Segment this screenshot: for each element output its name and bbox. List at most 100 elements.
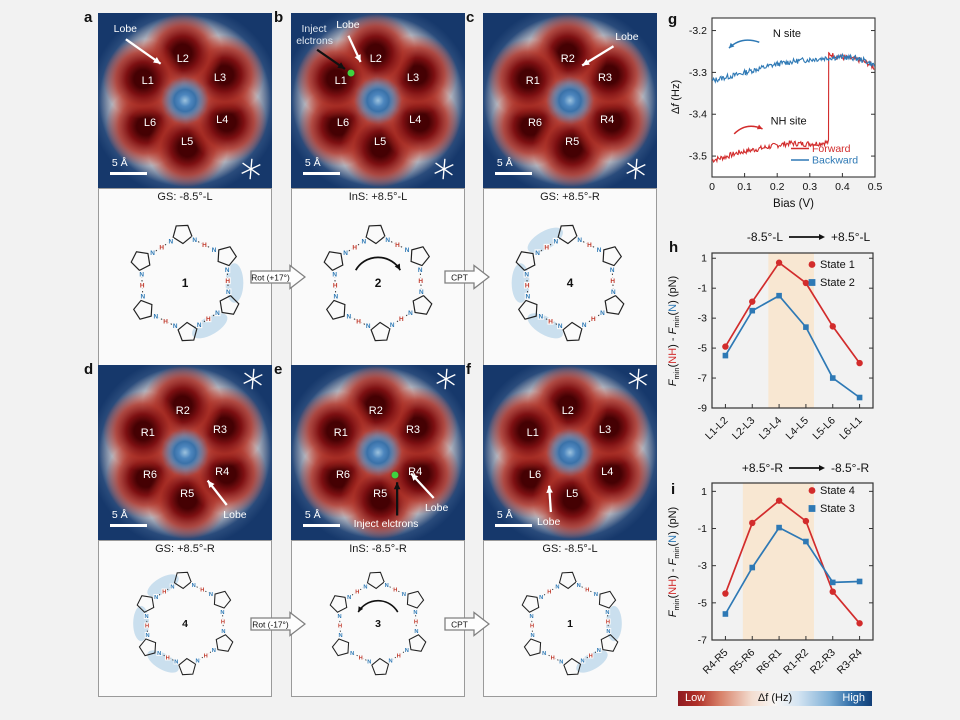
nitrogen-label: N [529, 614, 533, 620]
scale-bar [303, 524, 340, 528]
afm-image: R1 R2 R3 R4 R5 R6 Inject elctrons Lobe 5 Å [291, 365, 465, 540]
nitrogen-label: N [582, 322, 587, 329]
hydrogen-label: H [414, 619, 418, 625]
data-point [803, 538, 809, 545]
nitrogen-label: N [597, 247, 602, 254]
annotation-text: Inject elctrons [353, 518, 419, 530]
state-number: 3 [375, 618, 381, 630]
state-caption: InS: +8.5°-L [348, 191, 408, 203]
state-caption: GS: +8.5°-R [540, 191, 600, 203]
force-difference-chart: +8.5°-R -8.5°-R 1 -1 -3 -5 -7 R4-R5 R5-R6 R6-R1 R1… [660, 448, 960, 683]
process-arrow: CPT [444, 264, 490, 290]
data-point [802, 279, 810, 287]
data-point [749, 307, 756, 314]
lobe-label: L5 [566, 488, 579, 501]
bond-highlight [576, 650, 608, 673]
panel-letter-g: g [668, 11, 678, 28]
process-arrow-label: Rot (-17°) [252, 620, 289, 630]
annotation-arrow [125, 38, 162, 65]
bond-highlight [527, 313, 563, 339]
lobe-label: R4 [600, 113, 615, 126]
arrowhead [728, 42, 735, 49]
y-tick-label: -3.5 [689, 151, 707, 163]
arrowhead [411, 473, 419, 481]
hydrogen-label: H [551, 655, 555, 661]
hydrogen-label: H [221, 619, 225, 625]
scale-bar-label: 5 Å [111, 508, 128, 521]
data-point [776, 292, 782, 299]
data-point [749, 298, 756, 305]
nitrogen-label: N [157, 651, 161, 657]
y-tick-label: 1 [701, 486, 707, 498]
site-annotation: N site [773, 28, 801, 40]
imidazole-ring [365, 224, 386, 245]
nitrogen-label: N [577, 237, 582, 244]
imidazole-ring [172, 224, 193, 245]
lobe-label: R2 [560, 52, 575, 65]
scale-bar-label: 5 Å [304, 156, 321, 169]
nitrogen-label: N [196, 659, 200, 665]
nitrogen-label: N [168, 238, 173, 245]
data-point [856, 359, 863, 367]
hydrogen-label: H [206, 316, 211, 323]
x-axis-title: Bias (V) [773, 198, 814, 210]
hydrogen-label: H [163, 318, 168, 325]
nitrogen-label: N [215, 310, 220, 317]
x-category-label: L1-L2 [703, 415, 731, 443]
data-point [829, 588, 836, 595]
annotation-layer [581, 45, 615, 67]
scale-bar-label: 5 Å [496, 508, 513, 521]
y-tick-label: -3 [698, 313, 707, 325]
lobe-label: R5 [565, 136, 580, 149]
colorbar-high-label: High [842, 692, 865, 704]
nitrogen-label: N [343, 250, 348, 257]
nitrogen-label: N [385, 583, 389, 589]
panel-letter-c: c [466, 9, 475, 26]
nitrogen-label: N [558, 323, 563, 330]
annotation-text: Lobe [113, 22, 138, 35]
y-tick-label: -1 [698, 523, 707, 535]
star-icon [436, 368, 456, 390]
annotation-text: Lobe [424, 502, 449, 515]
chart-title-right: -8.5°-R [831, 461, 869, 475]
nitrogen-label: N [139, 272, 144, 279]
lobe-label: R5 [373, 488, 388, 501]
molecular-diagram: GS: +8.5°-R N H N N H N N H N N H N N H N N H N 4 [483, 188, 657, 368]
nitrogen-label: N [150, 250, 155, 257]
legend-label: Backward [812, 155, 858, 167]
nitrogen-label: N [606, 629, 610, 635]
x-tick-label: 0.1 [737, 181, 752, 193]
hydrogen-label: H [352, 244, 357, 251]
series-state-3 [724, 526, 860, 615]
imidazole-ring [215, 634, 234, 652]
nitrogen-label: N [212, 247, 217, 254]
star-icon [241, 158, 261, 180]
lobe-label: R1 [333, 427, 348, 440]
panel-letter-b: b [274, 9, 284, 26]
nitrogen-label: N [145, 633, 149, 639]
nitrogen-label: N [600, 310, 605, 317]
scale-bar [495, 172, 532, 176]
nitrogen-label: N [334, 293, 339, 300]
nitrogen-label: N [419, 289, 424, 296]
bond-highlight [225, 263, 244, 303]
hydrogen-label: H [162, 590, 166, 596]
data-point [802, 517, 810, 525]
data-point [776, 524, 782, 531]
panel-letter-e: e [274, 361, 283, 378]
hydrogen-label: H [547, 590, 551, 596]
x-category-label: R6-R1 [754, 647, 784, 677]
series-state-2 [724, 294, 861, 399]
hydrogen-label: H [333, 282, 338, 289]
hydrogen-label: H [200, 588, 204, 594]
lobe-label: L4 [601, 465, 614, 478]
lobe-label: L3 [598, 423, 612, 436]
arrowhead [153, 57, 161, 64]
lobe-label: R6 [527, 117, 542, 130]
nitrogen-label: N [555, 584, 559, 590]
hydrogen-label: H [225, 278, 230, 285]
data-point [775, 497, 783, 504]
imidazole-ring [558, 571, 577, 590]
lobe-label: L2 [561, 404, 574, 417]
